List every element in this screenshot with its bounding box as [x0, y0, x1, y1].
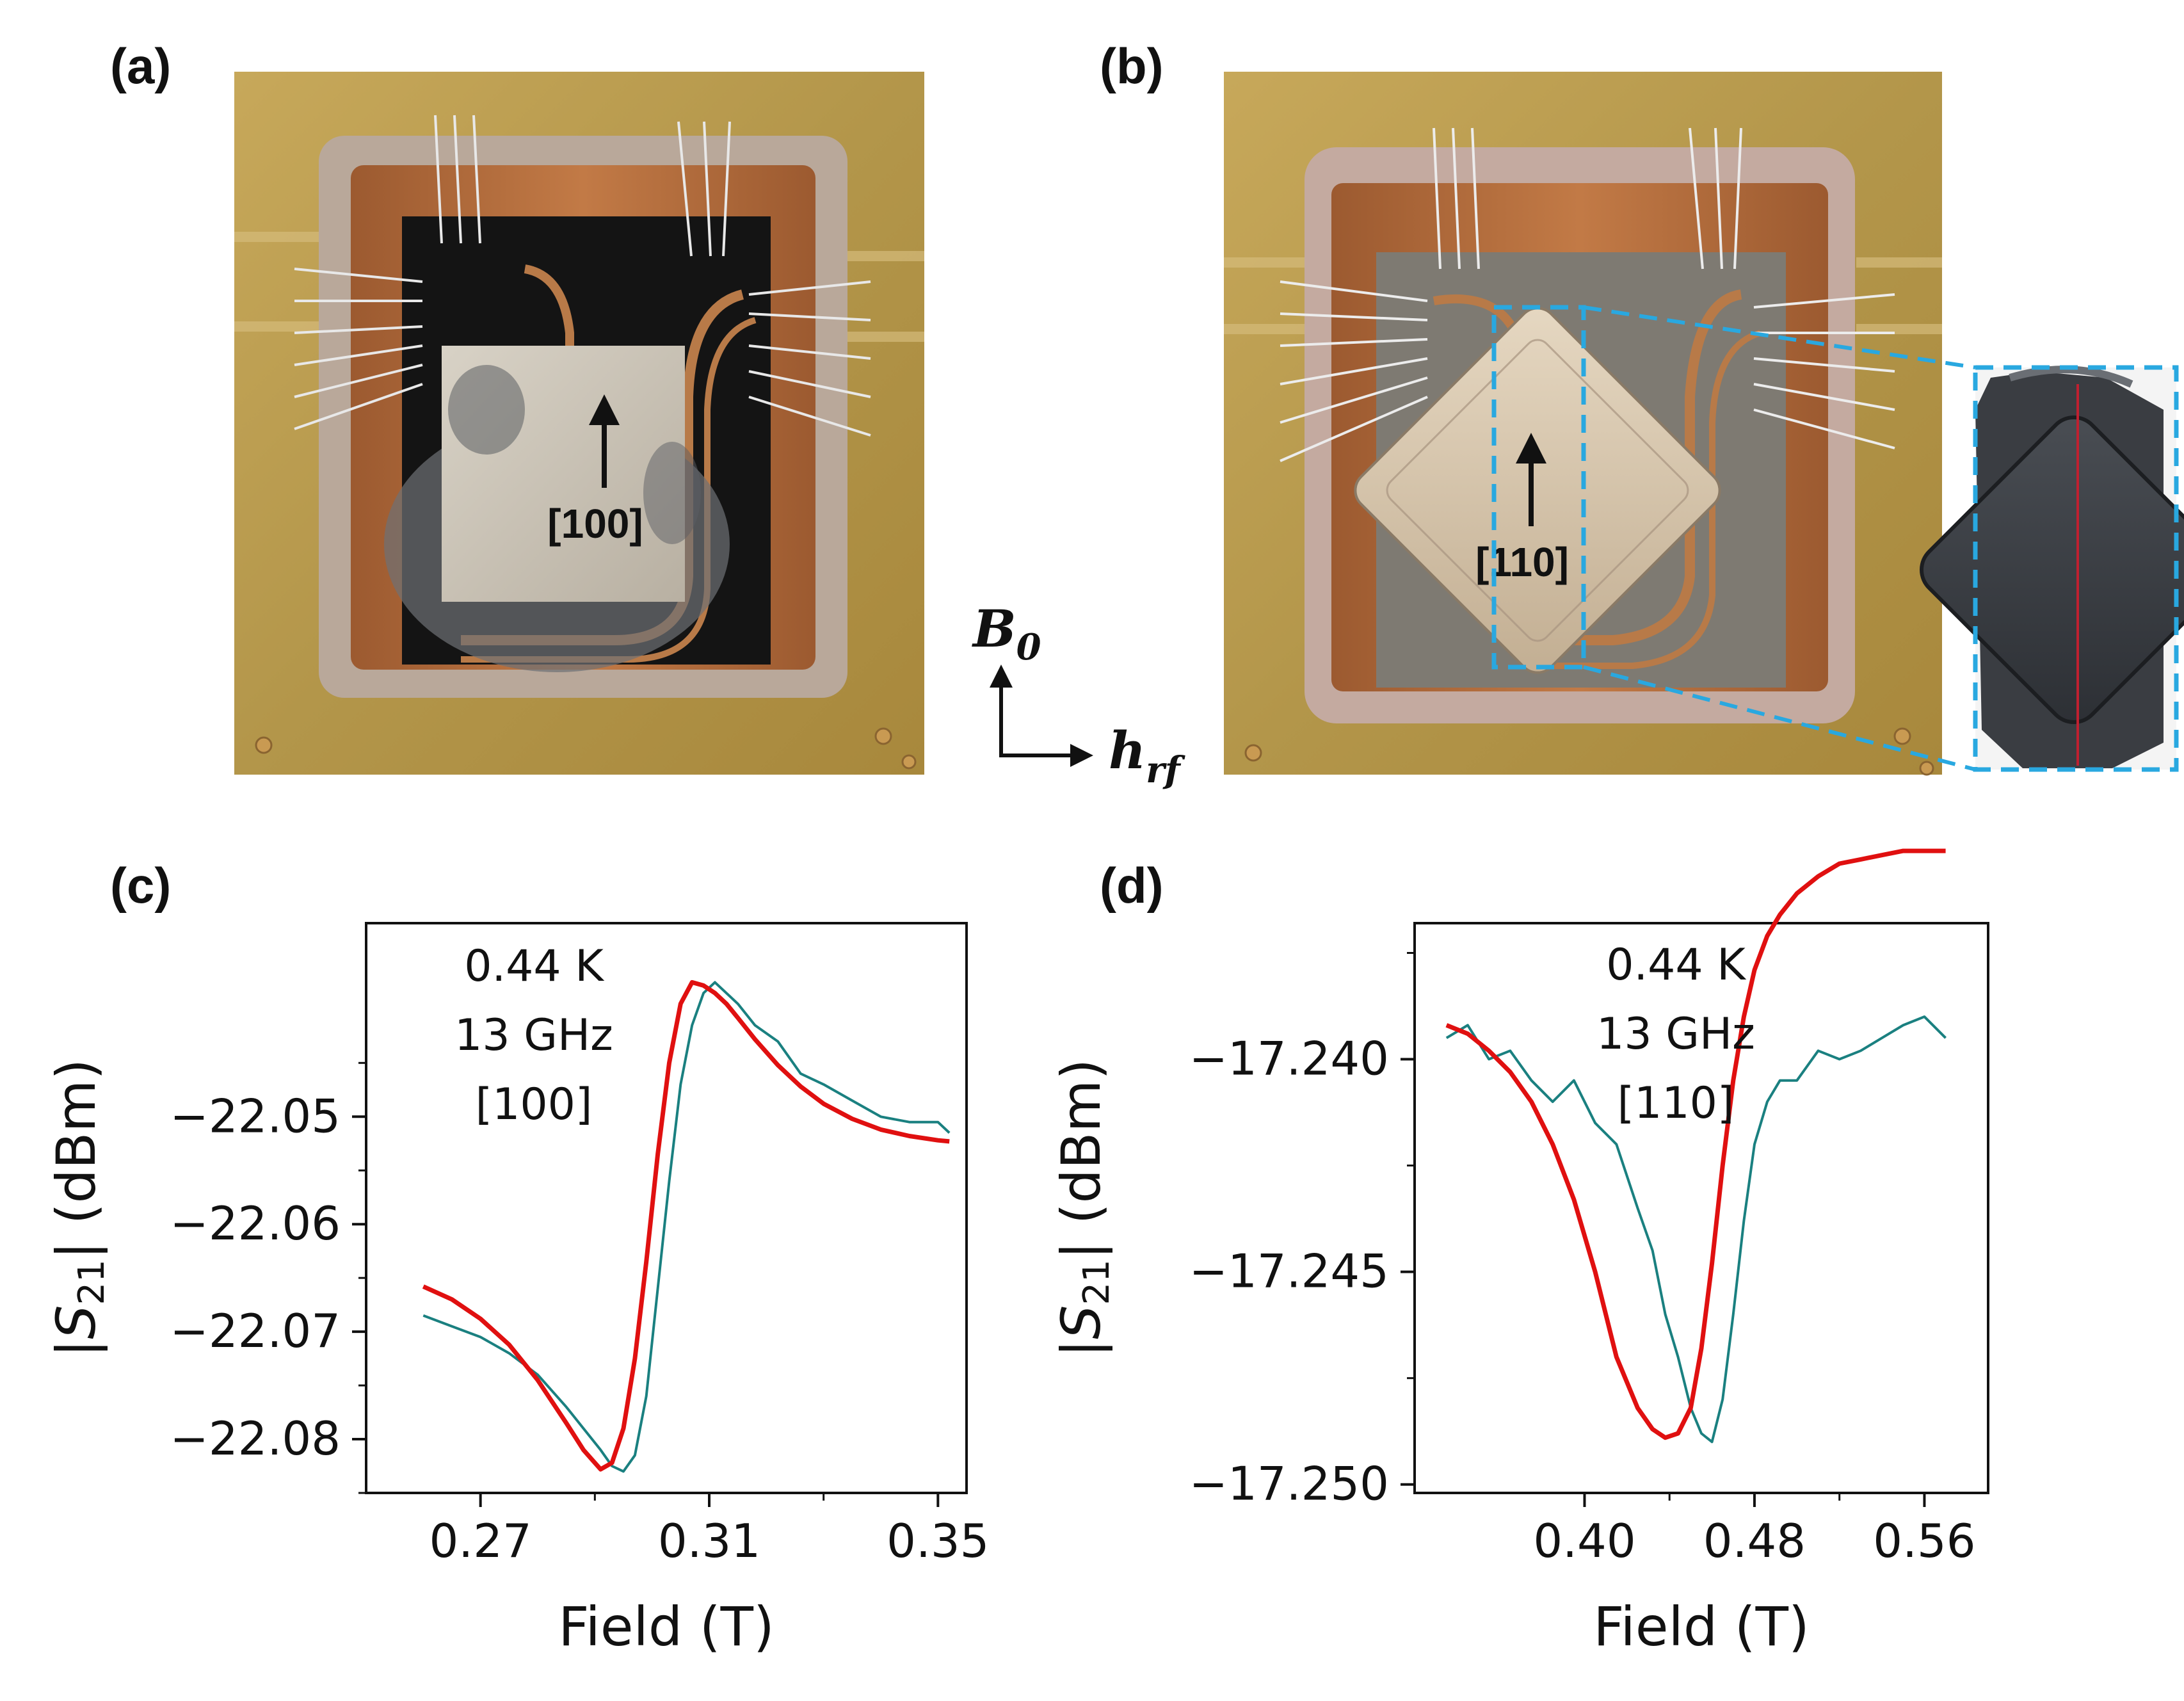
panel-label-c: (c): [110, 857, 172, 914]
zoom-region-box: [1491, 305, 1586, 670]
chart-c: 0.27 0.31 0.35 −22.05 −22.06 −22.07 −22.08 0.4…: [45, 922, 989, 1658]
field-orientation-glyph: B0 hrf: [972, 599, 1186, 791]
chart-d-annotation-line-2: 13 GHz: [1596, 1009, 1755, 1060]
chart-c-xlabel: Field (T): [558, 1595, 774, 1658]
chart-d: 0.40 0.48 0.56 −17.240 −17.245 −17.250 0.44 K…: [1050, 848, 1989, 1658]
photo-a: [100]: [234, 72, 924, 775]
direction-label-b: [110]: [1475, 539, 1569, 585]
chart-xtick-label: 0.31: [658, 1514, 760, 1568]
chart-d-annotation-line-1: 0.44 K: [1606, 940, 1747, 990]
chart-ytick-label: −22.05: [170, 1089, 341, 1143]
chart-xtick-label: 0.27: [430, 1514, 532, 1568]
chart-ytick-label: −17.240: [1189, 1032, 1389, 1086]
chart-d-ylabel: |S21| (dBm): [1050, 1059, 1118, 1357]
chart-d-xlabel: Field (T): [1593, 1595, 1809, 1658]
hrf-label: hrf: [1109, 720, 1186, 791]
chart-c-annotation-line-3: [100]: [476, 1079, 593, 1130]
chart-c-annotation-line-1: 0.44 K: [464, 941, 605, 992]
panel-label-a: (a): [110, 38, 172, 94]
chart-xtick-label: 0.35: [887, 1514, 989, 1568]
chart-ytick-label: −17.250: [1189, 1457, 1389, 1511]
measured-curve: [1445, 1015, 1947, 1444]
chart-xtick-label: 0.48: [1703, 1514, 1806, 1568]
measured-curve: [422, 981, 951, 1473]
chart-d-annotation-line-3: [110]: [1618, 1078, 1735, 1129]
chart-ytick-label: −17.245: [1189, 1245, 1389, 1298]
b0-label: B0: [972, 599, 1041, 668]
panel-label-b: (b): [1100, 38, 1164, 94]
chart-xtick-label: 0.40: [1533, 1514, 1635, 1568]
photo-b: [110]: [1224, 72, 1976, 776]
panel-label-d: (d): [1100, 857, 1164, 914]
chart-c-ylabel: |S21| (dBm): [45, 1059, 113, 1357]
fit-curve: [1445, 848, 1946, 1440]
zoom-inset: [1920, 365, 2184, 772]
fit-curve: [422, 979, 950, 1472]
chart-xtick-label: 0.56: [1873, 1514, 1975, 1568]
direction-label-a: [100]: [547, 501, 643, 547]
chart-d-frame: [1413, 922, 1989, 1494]
chart-ytick-label: −22.07: [170, 1304, 341, 1358]
chart-ytick-label: −22.08: [170, 1412, 341, 1465]
chart-ytick-label: −22.06: [170, 1197, 341, 1250]
chart-c-annotation-line-2: 13 GHz: [454, 1010, 613, 1061]
